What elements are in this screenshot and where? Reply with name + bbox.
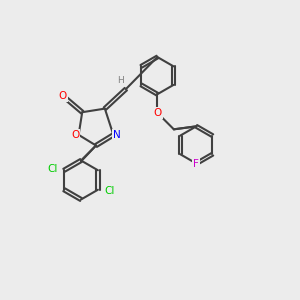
Text: O: O <box>71 130 79 140</box>
Text: Cl: Cl <box>47 164 58 174</box>
Text: Cl: Cl <box>104 186 115 196</box>
Text: H: H <box>117 76 124 85</box>
Text: N: N <box>113 130 121 140</box>
Text: O: O <box>153 108 161 118</box>
Text: F: F <box>194 158 199 169</box>
Text: O: O <box>58 91 67 101</box>
